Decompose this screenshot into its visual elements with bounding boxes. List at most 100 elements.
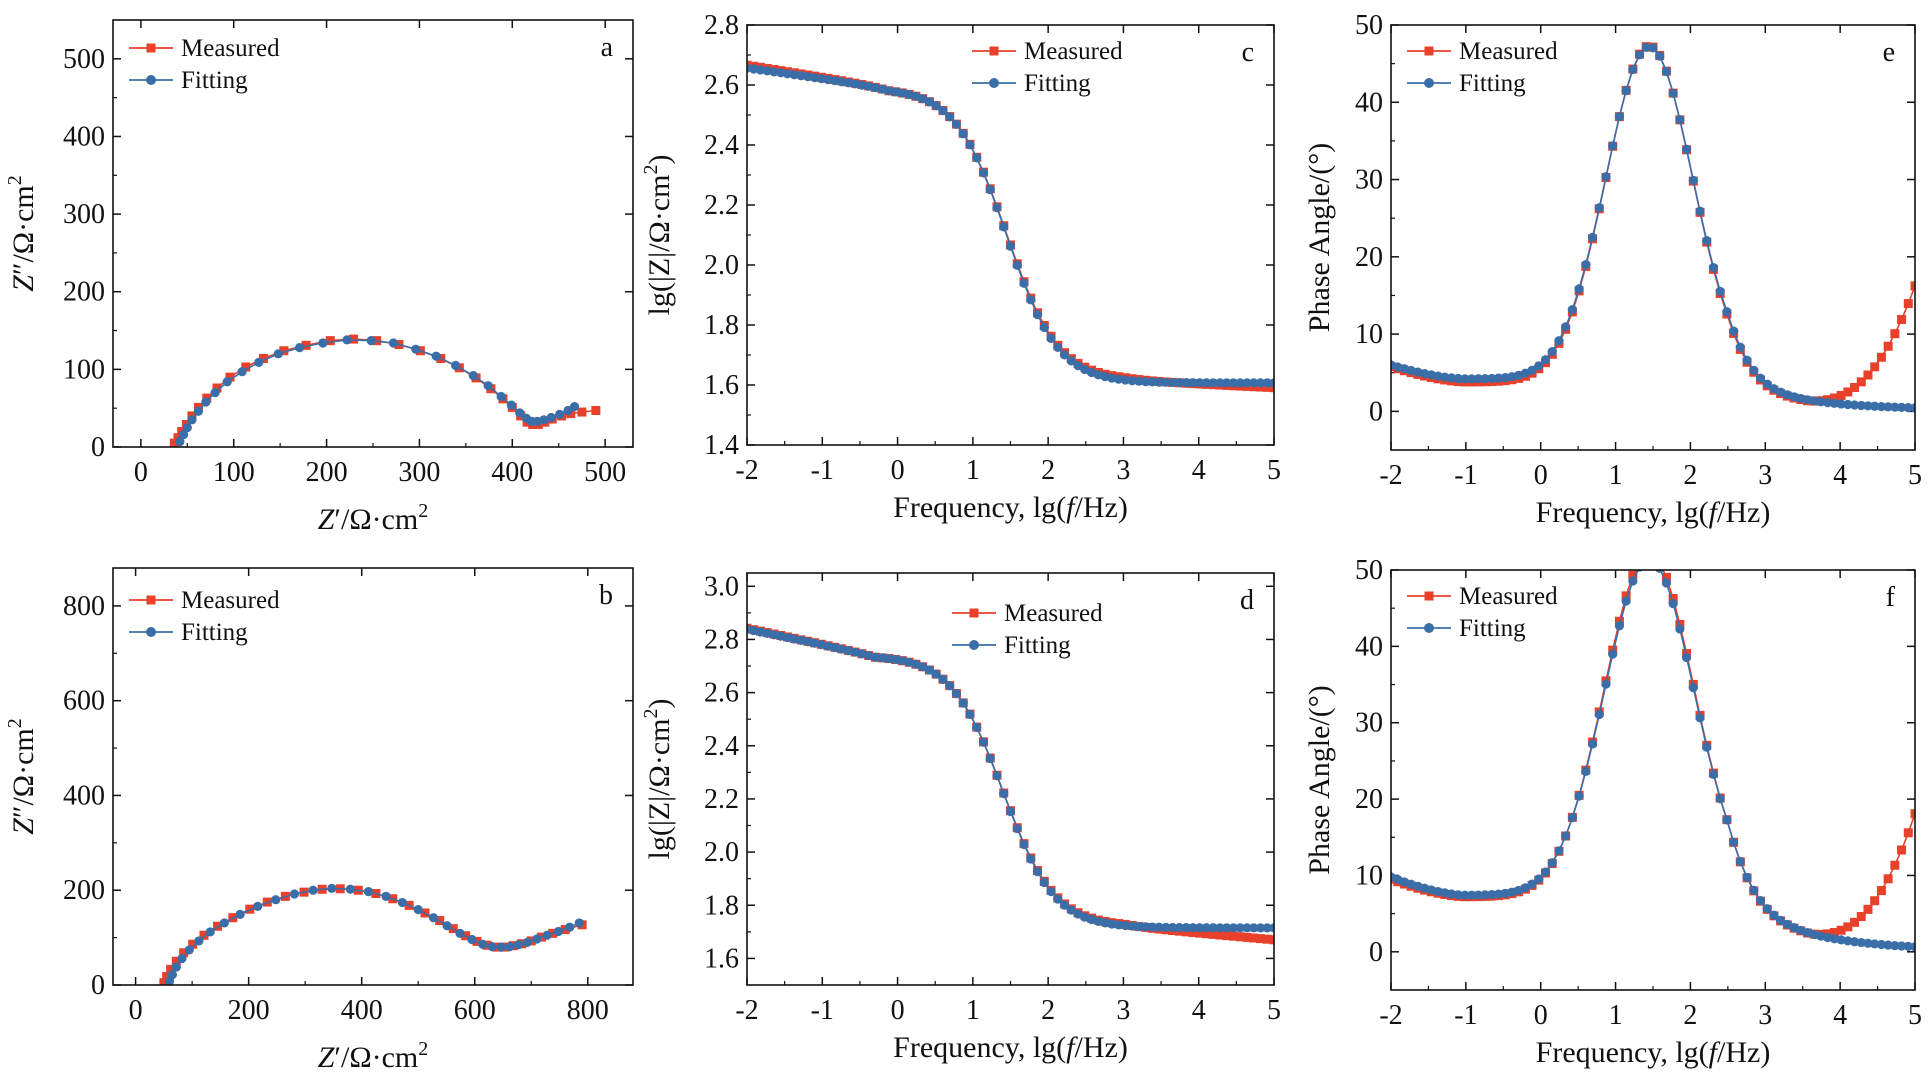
data-point-measured — [1856, 377, 1866, 387]
data-point-fitting — [965, 709, 975, 719]
data-point-fitting — [1026, 295, 1036, 305]
data-point-fitting — [1749, 885, 1759, 895]
data-point-fitting — [1890, 402, 1900, 412]
data-point-fitting — [222, 377, 232, 387]
x-tick-label: 100 — [213, 457, 255, 488]
y-label-part: lg(|Z|/Ω·cm — [643, 719, 676, 860]
data-point-fitting — [1755, 895, 1766, 906]
data-point-fitting — [1228, 378, 1239, 388]
data-point-fitting — [1249, 923, 1259, 933]
data-point-fitting — [1195, 923, 1205, 933]
legend-marker-measured — [146, 595, 156, 605]
data-point-fitting — [830, 76, 840, 86]
x-label-part: /Hz) — [1075, 491, 1128, 524]
data-point-fitting — [1181, 923, 1191, 933]
data-point-fitting — [1059, 350, 1070, 360]
x-tick-label: -2 — [1379, 1000, 1402, 1031]
data-point-fitting — [1107, 373, 1117, 383]
data-point-fitting — [1749, 365, 1759, 375]
x-axis-label: Frequency, lg(f/Hz) — [1536, 496, 1771, 529]
x-tick-label: -1 — [1454, 460, 1477, 491]
y-tick-label: 400 — [63, 780, 105, 811]
legend-label: Fitting — [181, 67, 248, 94]
data-point-fitting — [1742, 355, 1752, 365]
data-point-fitting — [487, 942, 497, 952]
data-point-measured — [1910, 809, 1915, 819]
y-tick-label: 2.8 — [704, 624, 739, 655]
data-point-fitting — [816, 74, 826, 84]
data-point-fitting — [1134, 921, 1144, 932]
legend-marker-measured — [146, 43, 156, 53]
data-point-fitting — [1843, 399, 1853, 410]
x-label-part: Z — [318, 1041, 335, 1074]
data-point-fitting — [468, 370, 478, 381]
y-tick-label: 2.4 — [704, 731, 739, 762]
data-point-measured — [1903, 299, 1913, 309]
data-point-fitting — [1715, 286, 1725, 296]
data-point-fitting — [483, 381, 493, 391]
data-point-fitting — [1903, 403, 1913, 413]
data-point-fitting — [1242, 923, 1252, 933]
data-point-fitting — [1567, 305, 1577, 315]
x-tick-label: -1 — [1454, 1000, 1477, 1031]
data-point-fitting — [965, 140, 975, 150]
data-point-fitting — [945, 681, 955, 691]
plot-area — [1391, 555, 1915, 952]
data-point-fitting — [1440, 372, 1450, 382]
data-point-fitting — [1039, 322, 1049, 333]
data-point-fitting — [1675, 624, 1685, 634]
y-tick-label: 1.6 — [704, 370, 739, 401]
data-point-fitting — [205, 927, 215, 937]
data-point-fitting — [1493, 889, 1504, 899]
series-line-measured — [747, 627, 1274, 941]
data-point-measured — [1628, 570, 1638, 580]
data-point-fitting — [1208, 378, 1218, 388]
data-point-fitting — [1262, 923, 1272, 933]
panel-letter: b — [599, 580, 613, 611]
data-point-fitting — [1910, 942, 1915, 952]
data-point-fitting — [999, 789, 1009, 799]
data-point-measured — [179, 948, 189, 958]
data-point-fitting — [1493, 373, 1504, 383]
y-axis-label: lg(|Z|/Ω·cm2) — [640, 155, 676, 316]
data-point-fitting — [1154, 922, 1164, 932]
axes-frame — [112, 19, 634, 448]
data-point-fitting — [1648, 43, 1658, 53]
data-point-fitting — [1460, 374, 1470, 384]
data-point-fitting — [1735, 856, 1745, 867]
data-point-measured — [1188, 927, 1198, 937]
data-point-fitting — [1856, 400, 1866, 411]
data-point-fitting — [1594, 203, 1604, 213]
data-point-measured — [1843, 387, 1853, 397]
data-point-fitting — [428, 913, 439, 923]
data-point-fitting — [177, 953, 187, 964]
data-point-fitting — [1540, 867, 1551, 877]
data-point-fitting — [1708, 769, 1719, 779]
data-point-fitting — [1642, 555, 1651, 564]
data-point-fitting — [235, 909, 245, 919]
data-point-fitting — [1668, 88, 1678, 98]
data-point-fitting — [972, 722, 982, 733]
data-point-fitting — [342, 335, 352, 345]
data-point-fitting — [308, 885, 318, 895]
data-point-measured — [1890, 860, 1900, 870]
data-point-fitting — [178, 429, 189, 440]
data-point-fitting — [1473, 374, 1483, 384]
y-label-sup: 2 — [4, 175, 26, 185]
data-point-measured — [1876, 352, 1886, 362]
data-point-fitting — [1601, 679, 1611, 689]
data-point-fitting — [1554, 846, 1564, 856]
data-point-fitting — [972, 153, 982, 163]
x-tick-label: 3 — [1116, 995, 1130, 1026]
data-point-fitting — [1222, 923, 1232, 933]
data-point-fitting — [1708, 262, 1719, 273]
data-point-fitting — [884, 86, 894, 96]
data-point-fitting — [1500, 372, 1510, 383]
x-tick-label: 5 — [1267, 995, 1281, 1026]
data-point-fitting — [451, 360, 461, 371]
data-point-fitting — [413, 905, 423, 915]
data-point-measured — [1635, 557, 1644, 566]
data-point-fitting — [1655, 51, 1665, 61]
data-point-fitting — [951, 119, 962, 130]
